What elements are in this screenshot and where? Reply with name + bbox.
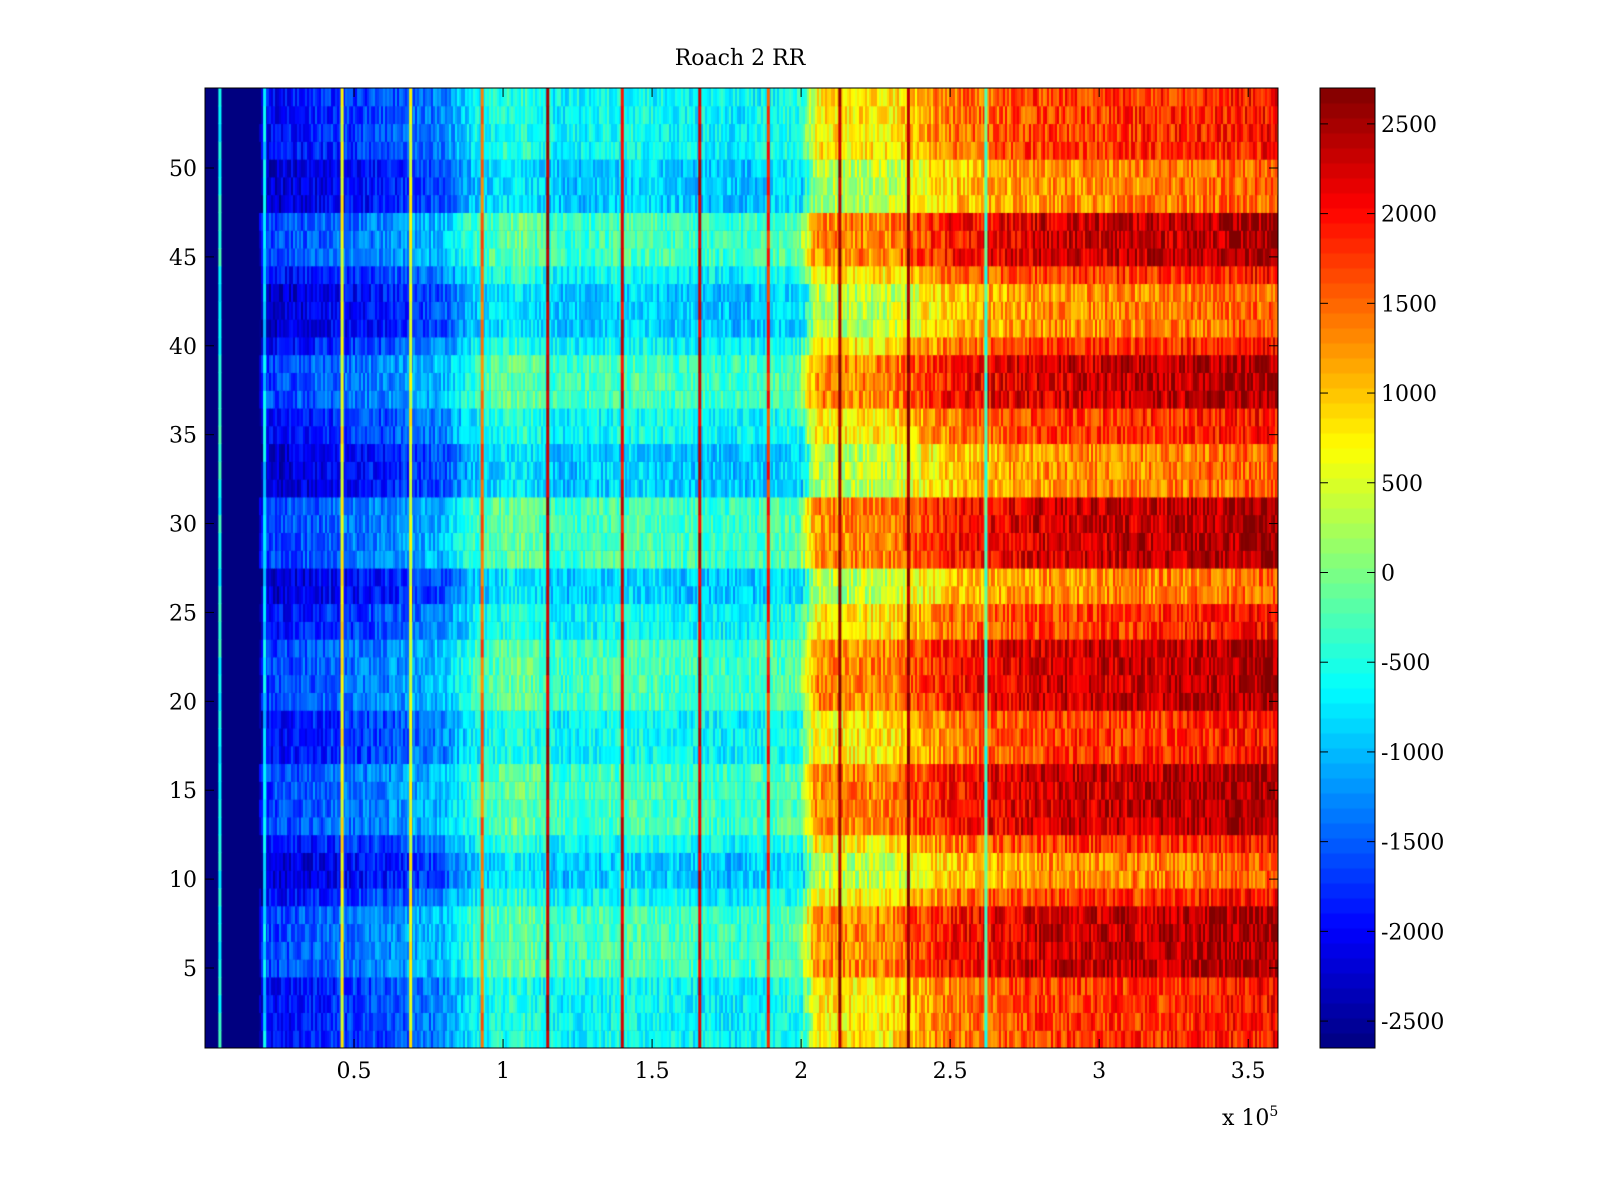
colorbar-tick-label: 500 (1381, 472, 1423, 497)
x-axis: 0.5 1 1.5 2 2.5 3 3.5 (337, 88, 1266, 1084)
colorbar-tick-label: 2000 (1381, 203, 1437, 228)
plot-frame (204, 87, 1279, 1049)
colorbar-tick-label: 0 (1381, 561, 1395, 586)
y-tick-label: 25 (169, 601, 197, 626)
colorbar-tick-label: 1000 (1381, 382, 1437, 407)
y-tick-label: 50 (169, 157, 197, 182)
x-tick-label: 0.5 (337, 1059, 372, 1084)
x-tick-label: 3.5 (1231, 1059, 1266, 1084)
colorbar: -2500 -2000 -1500 -1000 -500 0 500 1000 1500 2000… (1319, 87, 1444, 1049)
y-tick-label: 30 (169, 513, 197, 538)
colorbar-ticks: -2500 -2000 -1500 -1000 -500 0 500 1000 1500 2000… (1320, 113, 1444, 1035)
colorbar-tick-label: 2500 (1381, 113, 1437, 138)
chart-title: Roach 2 RR (675, 46, 807, 71)
colorbar-frame (1319, 87, 1376, 1049)
x-tick-label: 2 (794, 1059, 808, 1084)
colorbar-tick-label: -1000 (1381, 741, 1444, 766)
x-exponent-label: x 105 (1222, 1104, 1278, 1131)
y-tick-label: 40 (169, 335, 197, 360)
colorbar-gradient (1320, 88, 1375, 1048)
y-tick-label: 35 (169, 424, 197, 449)
colorbar-tick-label: -2500 (1381, 1010, 1444, 1035)
y-tick-label: 20 (169, 690, 197, 715)
x-tick-label: 2.5 (933, 1059, 968, 1084)
colorbar-tick-label: 1500 (1381, 292, 1437, 317)
colorbar-tick-label: -500 (1381, 651, 1430, 676)
colorbar-tick-label: -2000 (1381, 920, 1444, 945)
x-tick-label: 3 (1092, 1059, 1106, 1084)
y-tick-label: 10 (169, 868, 197, 893)
x-tick-label: 1.5 (635, 1059, 670, 1084)
colorbar-tick-label: -1500 (1381, 831, 1444, 856)
heatmap-cells (205, 88, 1278, 1048)
y-tick-label: 45 (169, 246, 197, 271)
y-axis: 5 10 15 20 25 30 35 40 45 50 (169, 157, 1278, 982)
x-tick-label: 1 (496, 1059, 510, 1084)
y-tick-label: 15 (169, 779, 197, 804)
y-tick-label: 5 (183, 957, 197, 982)
